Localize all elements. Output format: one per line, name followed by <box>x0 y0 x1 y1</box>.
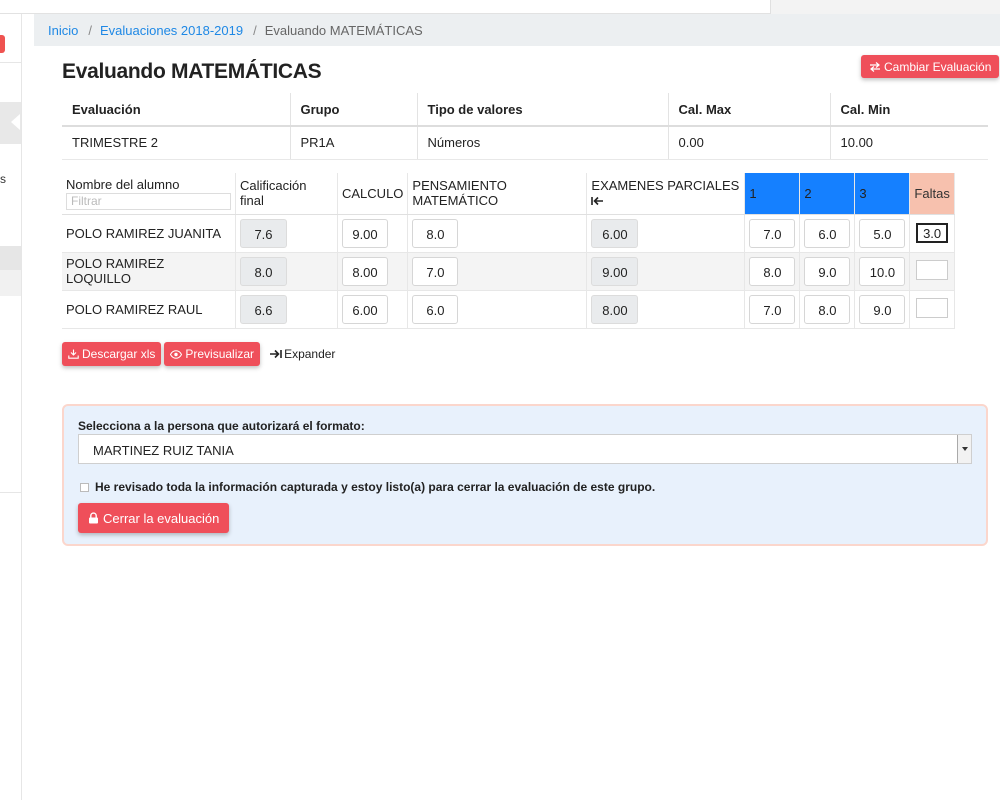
preview-button[interactable]: Previsualizar <box>164 342 261 366</box>
sidebar-divider <box>0 492 21 493</box>
partial-3-input[interactable]: 10.0 <box>859 256 906 286</box>
pensamiento-input[interactable]: 7.0 <box>412 256 459 286</box>
faltas-input[interactable]: 3.0 <box>916 223 949 243</box>
top-bar-right <box>770 0 1000 14</box>
pensamiento-input[interactable]: 8.0 <box>412 218 459 248</box>
eye-icon <box>170 349 183 359</box>
chevron-down-icon[interactable] <box>957 435 971 463</box>
info-value-evaluacion: TRIMESTRE 2 <box>62 126 291 160</box>
header-faltas: Faltas <box>909 173 955 215</box>
table-row: POLO RAMIREZ RAUL 6.6 6.00 6.0 8.00 7.0 … <box>62 290 955 329</box>
header-pensamiento: PENSAMIENTO MATEMÁTICO <box>407 173 588 215</box>
change-evaluation-label: Cambiar Evaluación <box>884 59 992 74</box>
header-partial-1: 1 <box>744 173 801 215</box>
faltas-input[interactable] <box>916 259 949 280</box>
authorizer-select[interactable]: MARTINEZ RUIZ TANIA <box>78 434 972 464</box>
partial-2-input[interactable]: 6.0 <box>804 218 851 248</box>
student-name: POLO RAMIREZ RAUL <box>62 290 236 329</box>
breadcrumb-current: Evaluando MATEMÁTICAS <box>264 22 423 38</box>
calculo-input[interactable]: 8.00 <box>342 256 388 286</box>
filter-input[interactable]: Filtrar <box>66 192 231 210</box>
collapse-left-icon[interactable] <box>591 196 604 206</box>
lock-icon <box>89 512 98 524</box>
header-examenes[interactable]: EXAMENES PARCIALES <box>586 173 746 215</box>
info-value-cal-max: 0.00 <box>668 126 831 160</box>
partial-2-input[interactable]: 9.0 <box>804 256 851 286</box>
final-grade-value: 8.0 <box>240 256 287 286</box>
review-checkbox-label: He revisado toda la información capturad… <box>95 480 656 494</box>
partial-3-input[interactable]: 9.0 <box>859 294 906 324</box>
authorizer-selected-value: MARTINEZ RUIZ TANIA <box>93 443 234 458</box>
partial-1-input[interactable]: 8.0 <box>749 256 796 286</box>
change-evaluation-button[interactable]: Cambiar Evaluación <box>861 55 1000 78</box>
sidebar-item-label[interactable]: s <box>0 172 6 186</box>
sidebar-divider <box>0 62 21 63</box>
breadcrumb-separator: / <box>88 22 92 38</box>
sidebar-item-active[interactable] <box>0 246 21 270</box>
sidebar-item[interactable] <box>0 270 21 296</box>
partial-2-input[interactable]: 8.0 <box>804 294 851 324</box>
info-value-tipo: Números <box>417 126 669 160</box>
breadcrumb-section-link[interactable]: Evaluaciones 2018-2019 <box>99 22 244 38</box>
info-value-grupo: PR1A <box>290 126 418 160</box>
swap-icon <box>870 61 880 72</box>
expand-label: Expander <box>284 347 336 361</box>
download-xls-button[interactable]: Descargar xls <box>62 342 162 366</box>
header-examenes-label: EXAMENES PARCIALES <box>591 178 740 194</box>
preview-label: Previsualizar <box>185 347 255 361</box>
top-bar <box>0 0 1000 14</box>
table-row: POLO RAMIREZ JUANITA 7.6 9.00 8.0 6.00 7… <box>62 214 955 253</box>
info-header-tipo: Tipo de valores <box>417 93 669 127</box>
sidebar-badge[interactable] <box>0 35 5 53</box>
breadcrumb: Inicio / Evaluaciones 2018-2019 / Evalua… <box>34 14 1000 46</box>
authorizer-label: Selecciona a la persona que autorizará e… <box>78 419 365 433</box>
sidebar: s <box>0 14 22 800</box>
info-value-cal-min: 10.00 <box>830 126 988 160</box>
partial-1-input[interactable]: 7.0 <box>749 218 796 248</box>
faltas-input[interactable] <box>916 297 949 318</box>
header-student-name: Nombre del alumno Filtrar <box>62 173 236 215</box>
expand-right-icon <box>270 349 282 359</box>
header-calculo: CALCULO <box>337 173 409 215</box>
student-name: POLO RAMIREZ LOQUILLO <box>62 252 236 291</box>
header-student-name-label: Nombre del alumno <box>66 176 180 192</box>
page-title: Evaluando MATEMÁTICAS <box>62 60 322 83</box>
info-header-grupo: Grupo <box>290 93 418 127</box>
partial-3-input[interactable]: 5.0 <box>859 218 906 248</box>
examenes-value: 8.00 <box>591 294 639 324</box>
header-partial-3: 3 <box>854 173 911 215</box>
breadcrumb-separator: / <box>253 22 257 38</box>
examenes-value: 6.00 <box>591 218 639 248</box>
table-row: POLO RAMIREZ LOQUILLO 8.0 8.00 7.0 9.00 … <box>62 252 955 291</box>
header-final-grade: Calificación final <box>235 173 338 215</box>
examenes-value: 9.00 <box>591 256 639 286</box>
final-grade-value: 7.6 <box>240 218 287 248</box>
calculo-input[interactable]: 6.00 <box>342 294 388 324</box>
download-xls-label: Descargar xls <box>82 347 156 361</box>
info-header-evaluacion: Evaluación <box>62 93 291 127</box>
header-partial-2: 2 <box>799 173 856 215</box>
review-confirmation[interactable]: He revisado toda la información capturad… <box>80 480 655 494</box>
download-icon <box>68 349 79 359</box>
calculo-input[interactable]: 9.00 <box>342 218 388 248</box>
sidebar-collapse-tab[interactable] <box>0 102 21 144</box>
review-checkbox[interactable] <box>80 482 89 492</box>
close-evaluation-label: Cerrar la evaluación <box>103 510 220 526</box>
info-header-cal-max: Cal. Max <box>668 93 831 127</box>
pensamiento-input[interactable]: 6.0 <box>412 294 459 324</box>
caret-left-icon <box>11 114 20 130</box>
final-grade-value: 6.6 <box>240 294 287 324</box>
evaluation-info-table: Evaluación Grupo Tipo de valores Cal. Ma… <box>62 93 988 160</box>
expand-button[interactable]: Expander <box>269 347 335 361</box>
info-header-cal-min: Cal. Min <box>830 93 988 127</box>
grades-table: Nombre del alumno Filtrar Calificación f… <box>62 173 955 329</box>
student-name: POLO RAMIREZ JUANITA <box>62 214 236 253</box>
close-evaluation-button[interactable]: Cerrar la evaluación <box>78 503 230 533</box>
authorization-panel: Selecciona a la persona que autorizará e… <box>62 404 988 546</box>
action-bar: Descargar xls Previsualizar Expander <box>62 342 335 366</box>
breadcrumb-home-link[interactable]: Inicio <box>48 22 79 38</box>
partial-1-input[interactable]: 7.0 <box>749 294 796 324</box>
